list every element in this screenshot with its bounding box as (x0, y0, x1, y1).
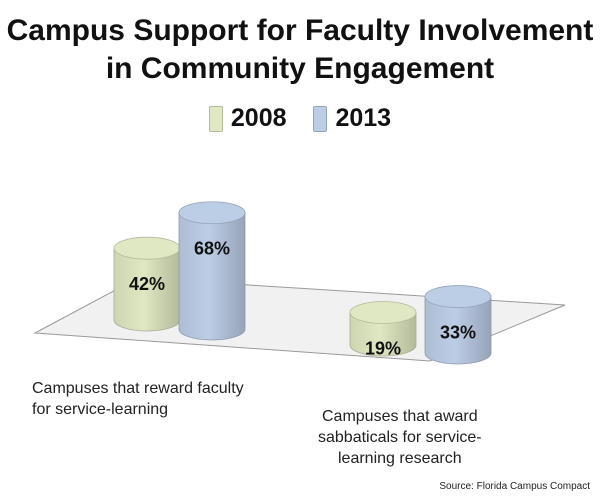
bar-top (349, 301, 417, 324)
category-label-2: Campuses that award sabbaticals for serv… (318, 406, 482, 469)
legend-item-2013: 2013 (313, 104, 391, 133)
data-label-2013-category-1: 68% (194, 239, 230, 259)
category-label-2-line-1: Campuses that award (321, 408, 478, 425)
data-label-2013-category-2: 33% (440, 323, 476, 343)
chart-title-line-1: Campus Support for Faculty Involvement (6, 14, 594, 47)
category-label-1: Campuses that reward faculty for service… (32, 378, 244, 420)
legend-label-2013: 2013 (335, 104, 392, 132)
legend-swatch-2008 (208, 105, 223, 132)
chart-title: Campus Support for Faculty Involvement i… (0, 12, 600, 88)
bar-top (424, 285, 492, 308)
bar-top (113, 236, 181, 260)
bar-2013-category-2: 33% (424, 285, 492, 365)
bar-2013-category-1: 68% (178, 201, 246, 341)
bar-2008-category-2: 19% (349, 301, 417, 359)
category-label-1-line-1: Campuses that reward faculty (32, 380, 244, 397)
legend-swatch-2013 (313, 105, 328, 132)
bar-body (424, 296, 492, 365)
chart-title-line-2: in Community Engagement (105, 52, 495, 85)
category-label-2-line-2: sabbaticals for service- (318, 429, 482, 446)
category-label-2-line-3: learning research (338, 450, 462, 467)
legend: 2008 2013 (0, 104, 600, 139)
data-label-2008-category-2: 19% (365, 339, 401, 359)
legend-label-2008: 2008 (230, 104, 287, 132)
bar-body (349, 312, 417, 357)
category-label-1-line-2: for service-learning (32, 401, 169, 418)
bar-body (178, 212, 246, 341)
legend-item-2008: 2008 (208, 104, 287, 133)
data-label-2008-category-1: 42% (129, 274, 165, 294)
bars-group: 42% 68% 19% 33% (113, 201, 492, 365)
bar-2008-category-1: 42% (113, 236, 181, 332)
bar-top (178, 201, 246, 225)
source-note: Source: Florida Campus Compact (439, 481, 590, 492)
